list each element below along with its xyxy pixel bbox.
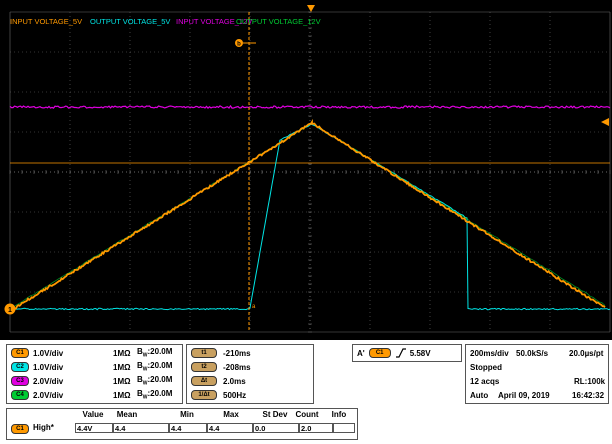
measurement-cell: 0.0 (253, 423, 299, 433)
measurement-header: Max (215, 410, 247, 419)
cursor-panel[interactable]: t1 -210ms t2 -208ms Δt 2.0ms 1/Δt 500Hz (186, 344, 314, 404)
cursor-row[interactable]: Δt 2.0ms (191, 375, 246, 387)
cursor-value: -210ms (223, 349, 251, 358)
measurement-channel-badge[interactable]: C1 (11, 424, 29, 434)
acquisition-count: 12 acqs (470, 375, 499, 387)
channel-badge[interactable]: C3 (11, 376, 29, 386)
channel-impedance: 1MΩ (113, 363, 137, 372)
channel-badge[interactable]: C2 (11, 362, 29, 372)
cursor-value: 2.0ms (223, 377, 246, 386)
measurement-cell: 4.4V (75, 423, 113, 433)
trigger-panel[interactable]: A' C1 5.58V (352, 344, 462, 362)
cursor-b-label: b (237, 42, 241, 48)
measurement-header: Min (171, 410, 203, 419)
trace-label-output-12v: OUTPUT VOLTAGE_12V (236, 17, 321, 26)
channel-badge[interactable]: C4 (11, 390, 29, 400)
trigger-channel-badge[interactable]: C1 (369, 348, 391, 358)
rising-edge-icon (395, 348, 407, 358)
timebase-sample-rate: 50.0kS/s (516, 347, 548, 359)
timebase-panel[interactable]: 200ms/div 50.0kS/s 20.0µs/pt Stopped 12 … (465, 344, 609, 404)
measurement-name: High* (33, 423, 54, 432)
channel-row-c1[interactable]: C1 1.0V/div 1MΩ BW:20.0M (11, 347, 172, 359)
cursor-row[interactable]: t1 -210ms (191, 347, 251, 359)
channel-scale: 1.0V/div (33, 363, 97, 372)
cursor-value: -208ms (223, 363, 251, 372)
scope-display: ba1 INPUT VOLTAGE_5V OUTPUT VOLTAGE_5V I… (0, 0, 612, 340)
measurement-header: Value (77, 410, 109, 419)
trace-output-12v (10, 123, 605, 310)
measurement-header: Info (323, 410, 355, 419)
channel-bandwidth: BW:20.0M (137, 347, 172, 359)
channel-bandwidth: BW:20.0M (137, 389, 172, 401)
cursor-badge[interactable]: 1/Δt (191, 390, 217, 400)
channel-scale: 1.0V/div (33, 349, 97, 358)
ch1-ground-label: 1 (8, 307, 12, 314)
channel-bandwidth: BW:20.0M (137, 361, 172, 373)
cursor-badge[interactable]: t2 (191, 362, 217, 372)
cursor-a-label: a (252, 304, 256, 310)
channel-bandwidth: BW:20.0M (137, 375, 172, 387)
channel-settings-panel[interactable]: C1 1.0V/div 1MΩ BW:20.0M C2 1.0V/div 1MΩ BW:20.… (6, 344, 183, 404)
trace-input-5v (10, 122, 605, 310)
measurement-cell: 2.0 (299, 423, 333, 433)
trigger-mode: Auto (470, 389, 488, 401)
cursor-badge[interactable]: Δt (191, 376, 217, 386)
trace-label-output-5v: OUTPUT VOLTAGE_5V (90, 17, 170, 26)
cursor-badge[interactable]: t1 (191, 348, 217, 358)
timebase-resolution: 20.0µs/pt (569, 347, 603, 359)
measurement-header: Mean (111, 410, 143, 419)
markers: b a 1 (5, 5, 610, 332)
trigger-position-marker (307, 5, 315, 12)
channel-scale: 2.0V/div (33, 377, 97, 386)
acquisition-status: Stopped (470, 361, 502, 373)
channel-impedance: 1MΩ (113, 349, 137, 358)
record-length: RL:100k (574, 375, 605, 387)
measurement-header: Count (291, 410, 323, 419)
channel-row-c3[interactable]: C3 2.0V/div 1MΩ BW:20.0M (11, 375, 172, 387)
channel-badge[interactable]: C1 (11, 348, 29, 358)
measurement-table[interactable]: Value Mean Min Max St Dev Count Info C1 High* 4.… (6, 408, 358, 440)
channel-row-c4[interactable]: C4 2.0V/div 1MΩ BW:20.0M (11, 389, 172, 401)
waveform-area: b a 1 (0, 0, 612, 340)
trigger-level: 5.58V (410, 349, 431, 358)
measurement-cell: 4.4 (169, 423, 207, 433)
cursor-row[interactable]: 1/Δt 500Hz (191, 389, 246, 401)
measurement-cell: 4.4 (113, 423, 169, 433)
measurement-header: St Dev (259, 410, 291, 419)
trigger-source-prefix: A' (357, 349, 365, 358)
channel-row-c2[interactable]: C2 1.0V/div 1MΩ BW:20.0M (11, 361, 172, 373)
cursor-value: 500Hz (223, 391, 246, 400)
channel-impedance: 1MΩ (113, 391, 137, 400)
graticule (10, 12, 610, 332)
readout-panel: C1 1.0V/div 1MΩ BW:20.0M C2 1.0V/div 1MΩ BW:20.… (0, 340, 612, 444)
cursor-row[interactable]: t2 -208ms (191, 361, 251, 373)
channel-scale: 2.0V/div (33, 391, 97, 400)
channel-impedance: 1MΩ (113, 377, 137, 386)
measurement-cell: 4.4 (207, 423, 253, 433)
trigger-level-arrow (601, 118, 609, 126)
timebase-horizontal: 200ms/div (470, 347, 509, 359)
capture-time: 16:42:32 (572, 389, 604, 401)
capture-date: April 09, 2019 (498, 389, 550, 401)
measurement-cell (333, 423, 355, 433)
trace-label-input-5v: INPUT VOLTAGE_5V (10, 17, 82, 26)
